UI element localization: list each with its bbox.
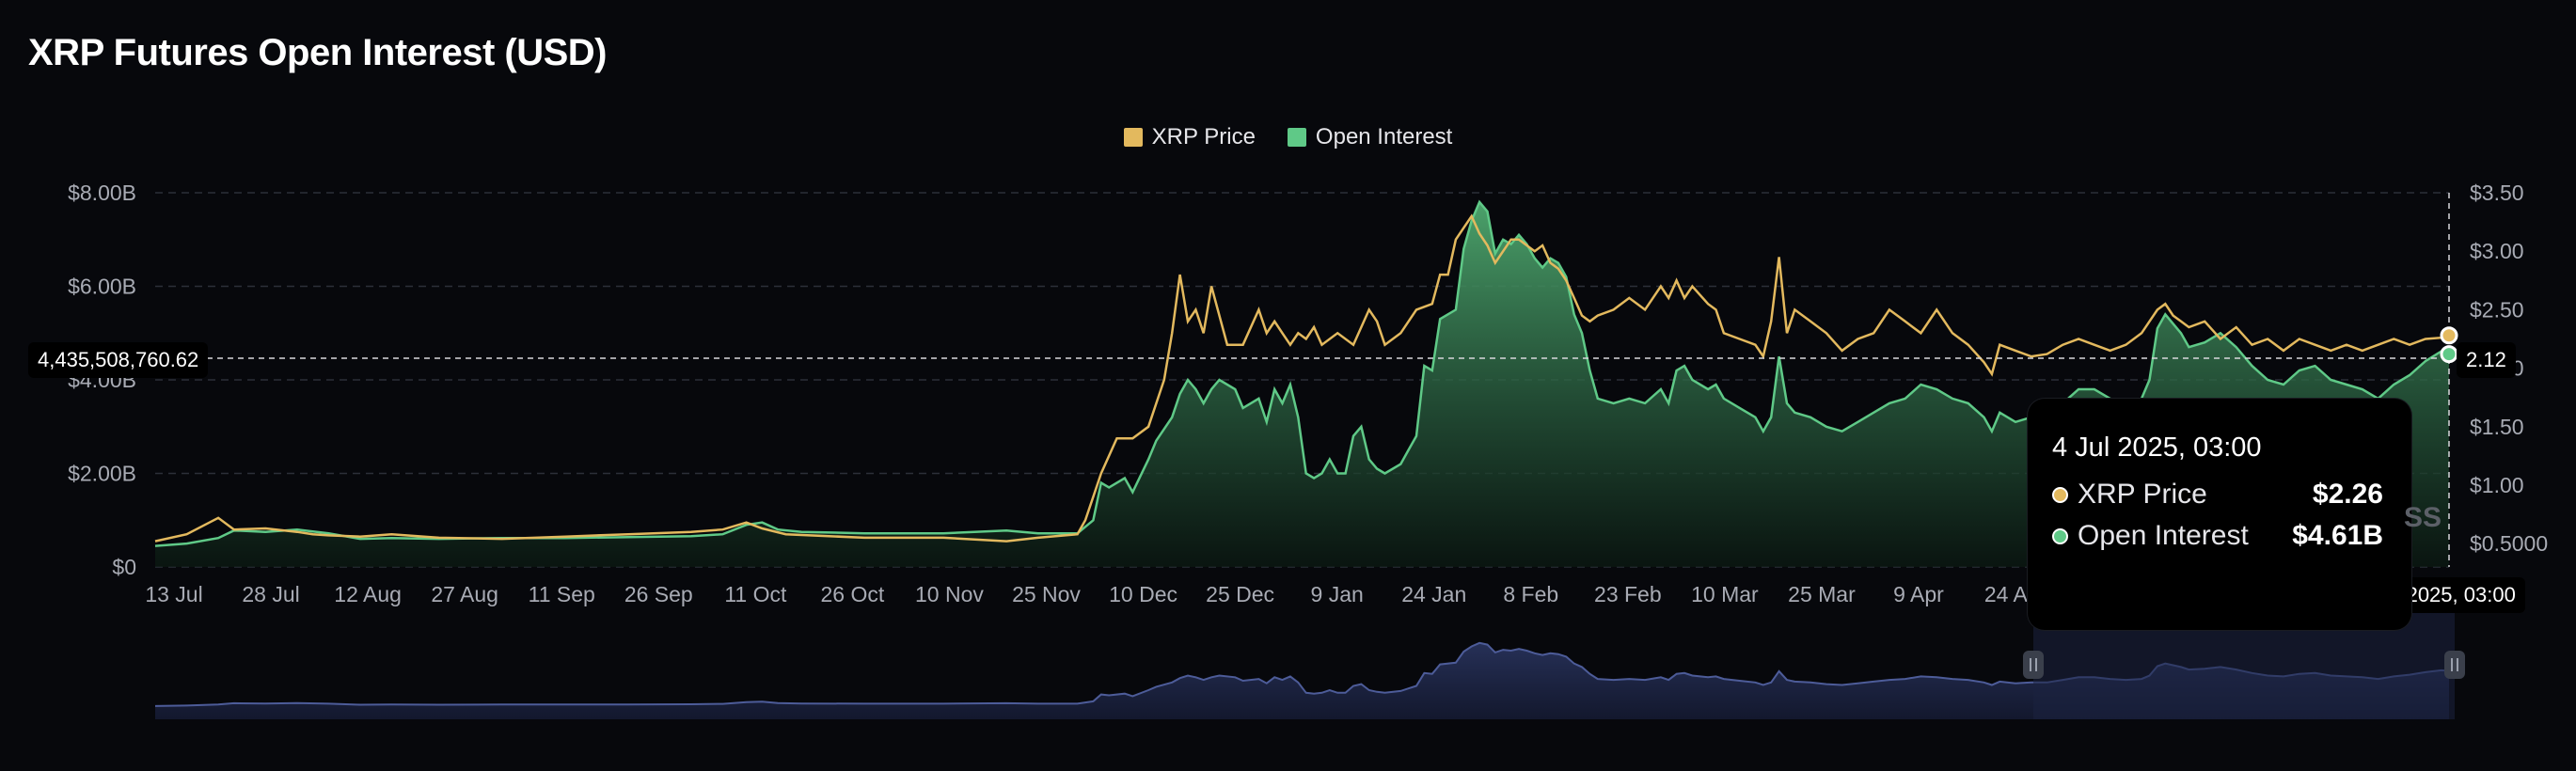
navigator-handle[interactable]: [2444, 651, 2465, 679]
x-tick-label: 10 Nov: [915, 582, 984, 606]
legend: XRP Price Open Interest: [0, 124, 2576, 150]
y-right-tick-label: $1.00: [2470, 473, 2524, 497]
navigator-area: [155, 642, 2449, 719]
legend-label-open-interest: Open Interest: [1315, 124, 1453, 149]
x-tick-label: 9 Jan: [1311, 582, 1364, 606]
price-line-group: [154, 213, 2450, 543]
y-right-tick-label: $2.50: [2470, 297, 2524, 322]
y-right-tick-label: $1.50: [2470, 415, 2524, 439]
legend-swatch-open-interest: [1287, 128, 1306, 147]
x-tick-label: 25 Mar: [1788, 582, 1856, 606]
x-tick-label: 26 Sep: [624, 582, 693, 606]
legend-item-open-interest[interactable]: Open Interest: [1287, 124, 1453, 150]
crosshair-left-label: 4,435,508,760.62: [28, 342, 209, 378]
crosshair-right-label: 2.12: [2457, 342, 2516, 378]
x-tick-label: 27 Aug: [431, 582, 498, 606]
tooltip-row-price: XRP Price $2.26: [2052, 478, 2383, 511]
x-tick-label: 13 Jul: [145, 582, 202, 606]
tooltip-date: 4 Jul 2025, 03:00: [2052, 433, 2262, 463]
y-left-tick-label: $2.00B: [68, 462, 136, 486]
crosshair: [155, 193, 2458, 567]
tooltip-value-open-interest: $4.61B: [2292, 520, 2383, 551]
x-tick-label: 23 Feb: [1594, 582, 1662, 606]
tooltip-label-open-interest: Open Interest: [2078, 520, 2249, 551]
watermark: SS: [2404, 502, 2442, 533]
y-right-tick-label: $3.50: [2470, 181, 2524, 205]
y-left-tick-label: $0: [112, 555, 136, 579]
x-tick-label: 11 Oct: [724, 582, 787, 606]
x-tick-label: 9 Apr: [1893, 582, 1944, 606]
legend-swatch-price: [1123, 128, 1143, 147]
y-left-tick-label: $6.00B: [68, 275, 136, 299]
price-line: [154, 213, 2450, 543]
y-axis-left: $0$2.00B$4.00B$6.00B$8.00B: [68, 181, 136, 579]
x-tick-label: 8 Feb: [1503, 582, 1558, 606]
open-interest-area: [155, 201, 2449, 567]
y-right-tick-label: $3.00: [2470, 239, 2524, 263]
chart-title: XRP Futures Open Interest (USD): [28, 32, 607, 73]
y-right-tick-label: $0.5000: [2470, 531, 2548, 556]
x-tick-label: 12 Aug: [334, 582, 402, 606]
x-tick-label: 10 Dec: [1109, 582, 1177, 606]
x-tick-label: 25 Dec: [1206, 582, 1274, 606]
open-interest-marker: [2440, 345, 2458, 364]
tooltip-row-open-interest: Open Interest $4.61B: [2052, 519, 2383, 553]
navigator-handle[interactable]: [2023, 651, 2044, 679]
x-axis: 13 Jul 28 Jul 12 Aug 27 Aug 11 Sep 26 Sep 11 O…: [145, 582, 2332, 606]
x-tick-label: 25 Nov: [1012, 582, 1081, 606]
x-tick-label: 28 Jul: [242, 582, 299, 606]
y-left-tick-label: $8.00B: [68, 181, 136, 205]
x-tick-label: 11 Sep: [529, 582, 595, 606]
x-tick-label: 10 Mar: [1691, 582, 1759, 606]
tooltip: 4 Jul 2025, 03:00 XRP Price $2.26 Open I…: [2028, 399, 2411, 630]
tooltip-dot-open-interest: [2052, 527, 2068, 544]
price-marker: [2440, 326, 2458, 345]
legend-label-price: XRP Price: [1151, 124, 1256, 149]
tooltip-dot-price: [2052, 486, 2068, 503]
x-tick-label: 24 Jan: [1401, 582, 1466, 606]
y-axis-right: $0.5000$1.00$1.50$2.00$2.50$3.00$3.50: [2470, 181, 2548, 556]
x-tick-label: 26 Oct: [821, 582, 885, 606]
tooltip-value-price: $2.26: [2312, 479, 2383, 510]
legend-item-price[interactable]: XRP Price: [1123, 124, 1256, 150]
tooltip-label-price: XRP Price: [2078, 479, 2207, 510]
